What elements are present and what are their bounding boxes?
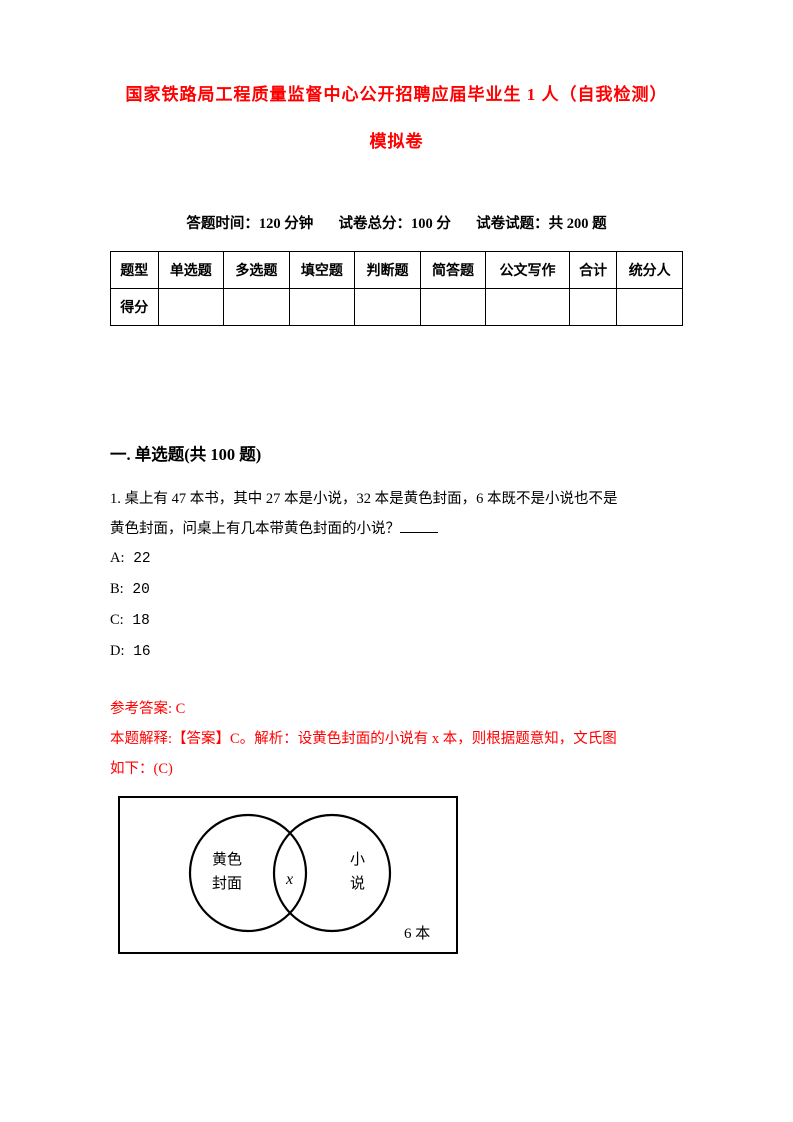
option-value: 16	[133, 644, 150, 660]
total-value: 100 分	[411, 216, 451, 232]
table-header-cell: 统分人	[617, 252, 683, 289]
table-header-cell: 判断题	[355, 252, 421, 289]
svg-text:小: 小	[350, 851, 365, 868]
answer-reference: 参考答案: C	[110, 695, 683, 725]
document-title-sub: 模拟卷	[110, 127, 683, 152]
table-cell	[355, 289, 421, 326]
option-d: D: 16	[110, 637, 683, 668]
table-cell	[617, 289, 683, 326]
option-a: A: 22	[110, 544, 683, 575]
svg-text:封面: 封面	[212, 875, 242, 892]
svg-text:黄色: 黄色	[212, 851, 242, 868]
table-header-cell: 简答题	[420, 252, 486, 289]
question-line-2: 黄色封面，问桌上有几本带黄色封面的小说？	[110, 515, 683, 545]
svg-text:说: 说	[350, 875, 365, 892]
option-label: D:	[110, 643, 125, 659]
table-header-cell: 单选题	[158, 252, 224, 289]
table-header-cell: 填空题	[289, 252, 355, 289]
option-label: A:	[110, 550, 125, 566]
document-title-main: 国家铁路局工程质量监督中心公开招聘应届毕业生 1 人（自我检测）	[110, 80, 683, 105]
venn-diagram: 黄色封面 小说 x 6 本	[118, 796, 683, 959]
table-cell	[420, 289, 486, 326]
count-value: 共 200 题	[549, 216, 607, 232]
section-title: 一. 单选题(共 100 题)	[110, 441, 683, 465]
table-cell	[486, 289, 570, 326]
table-header-cell: 题型	[111, 252, 159, 289]
option-value: 20	[132, 582, 149, 598]
table-cell	[569, 289, 617, 326]
table-score-row: 得分	[111, 289, 683, 326]
table-header-cell: 多选题	[224, 252, 290, 289]
time-value: 120 分钟	[259, 216, 313, 232]
table-row-label: 得分	[111, 289, 159, 326]
total-label: 试卷总分：	[339, 216, 412, 232]
count-label: 试卷试题：	[476, 216, 549, 232]
table-header-cell: 公文写作	[486, 252, 570, 289]
table-header-cell: 合计	[569, 252, 617, 289]
svg-text:x: x	[285, 871, 293, 888]
option-value: 22	[133, 551, 150, 567]
venn-svg: 黄色封面 小说 x 6 本	[118, 796, 458, 954]
answer-explain-line-2: 如下：(C)	[110, 755, 683, 785]
option-label: C:	[110, 612, 124, 628]
answer-block: 参考答案: C 本题解释:【答案】C。解析：设黄色封面的小说有 x 本，则根据题…	[110, 695, 683, 784]
option-b: B: 20	[110, 575, 683, 606]
svg-text:6 本: 6 本	[404, 925, 430, 942]
option-value: 18	[132, 613, 149, 629]
question-blank	[400, 532, 438, 533]
exam-info-line: 答题时间：120 分钟 试卷总分：100 分 试卷试题：共 200 题	[110, 212, 683, 233]
table-cell	[289, 289, 355, 326]
question-line-1: 1. 桌上有 47 本书，其中 27 本是小说，32 本是黄色封面，6 本既不是…	[110, 485, 683, 515]
answer-ref-label: 参考答案:	[110, 701, 172, 717]
time-label: 答题时间：	[186, 216, 259, 232]
answer-explain-line-1: 本题解释:【答案】C。解析：设黄色封面的小说有 x 本，则根据题意知，文氏图	[110, 725, 683, 755]
answer-ref-value: C	[176, 701, 186, 717]
question-line-2-text: 黄色封面，问桌上有几本带黄色封面的小说？	[110, 521, 400, 537]
table-cell	[158, 289, 224, 326]
table-cell	[224, 289, 290, 326]
score-table: 题型 单选题 多选题 填空题 判断题 简答题 公文写作 合计 统分人 得分	[110, 251, 683, 326]
option-c: C: 18	[110, 606, 683, 637]
table-header-row: 题型 单选题 多选题 填空题 判断题 简答题 公文写作 合计 统分人	[111, 252, 683, 289]
option-label: B:	[110, 581, 124, 597]
